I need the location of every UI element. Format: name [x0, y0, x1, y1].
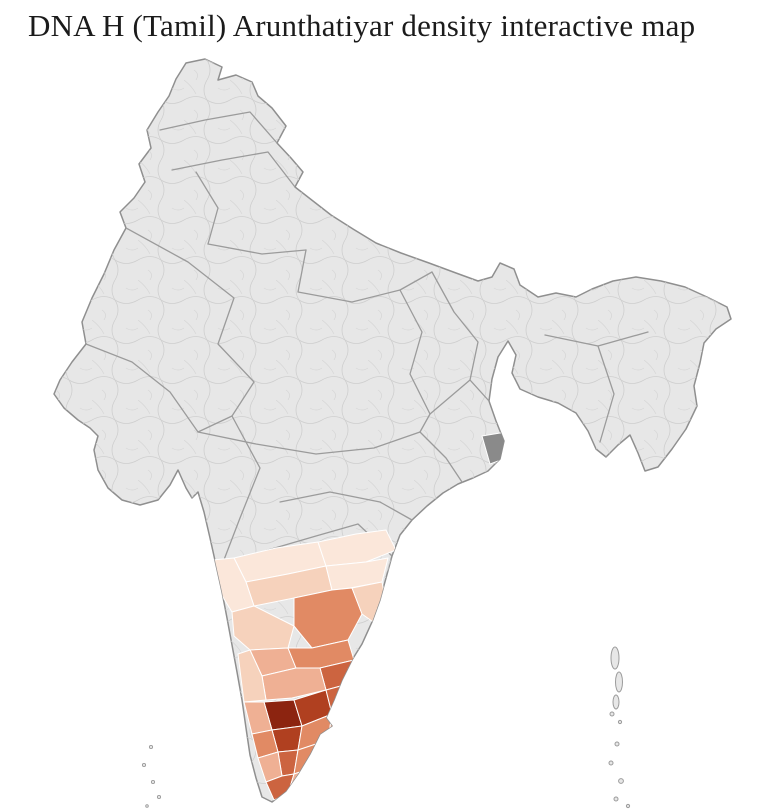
- page-title: DNA H (Tamil) Arunthatiyar density inter…: [28, 8, 696, 43]
- district-shape[interactable]: [327, 709, 343, 741]
- andaman-nicobar-islands[interactable]: [608, 646, 631, 809]
- lakshadweep-islands[interactable]: [141, 744, 162, 808]
- district-shape[interactable]: [293, 587, 363, 649]
- district-boundaries-texture: [54, 59, 731, 802]
- district-shape[interactable]: [237, 649, 267, 703]
